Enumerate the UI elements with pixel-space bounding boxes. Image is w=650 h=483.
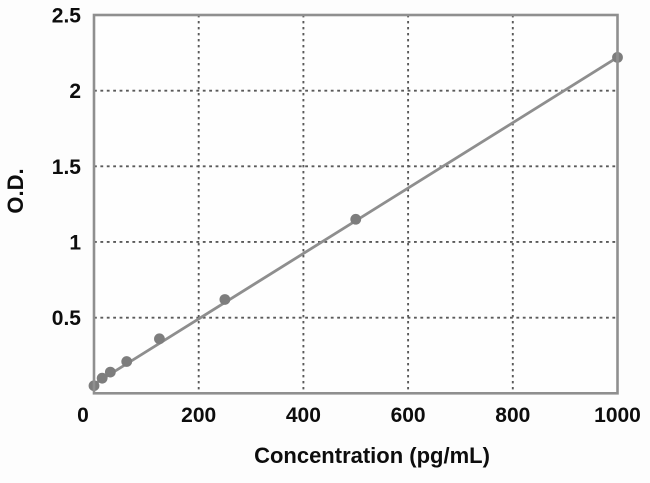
series-layer — [88, 51, 623, 392]
plot-border — [92, 13, 619, 395]
plot-frame — [92, 13, 619, 395]
x-tick-label: 1000 — [594, 404, 641, 427]
x-axis-title: Concentration (pg/mL) — [254, 443, 490, 468]
x-tick-label: 800 — [495, 404, 530, 427]
data-point-marker — [350, 213, 362, 225]
y-tick-label: 1.5 — [52, 156, 82, 179]
data-point-marker — [154, 333, 165, 345]
data-point-marker — [219, 294, 231, 305]
x-tick-label: 200 — [181, 404, 216, 427]
y-tick-label: 1 — [69, 231, 81, 254]
gridlines — [94, 15, 618, 394]
data-point-marker — [96, 372, 108, 384]
x-tick-label: 400 — [286, 404, 321, 427]
tick-labels: 0 200 400 600 800 1000 0.5 1 1.5 2 2.5 — [52, 5, 641, 428]
y-tick-label: 2.5 — [52, 5, 82, 28]
data-point-marker — [121, 356, 133, 367]
y-tick-label: 0.5 — [52, 307, 82, 330]
x-tick-label: 600 — [391, 404, 426, 427]
x-tick-label: 0 — [77, 404, 89, 427]
data-point-marker — [104, 366, 116, 378]
y-axis-title: O.D. — [3, 168, 28, 213]
y-tick-label: 2 — [69, 80, 81, 103]
